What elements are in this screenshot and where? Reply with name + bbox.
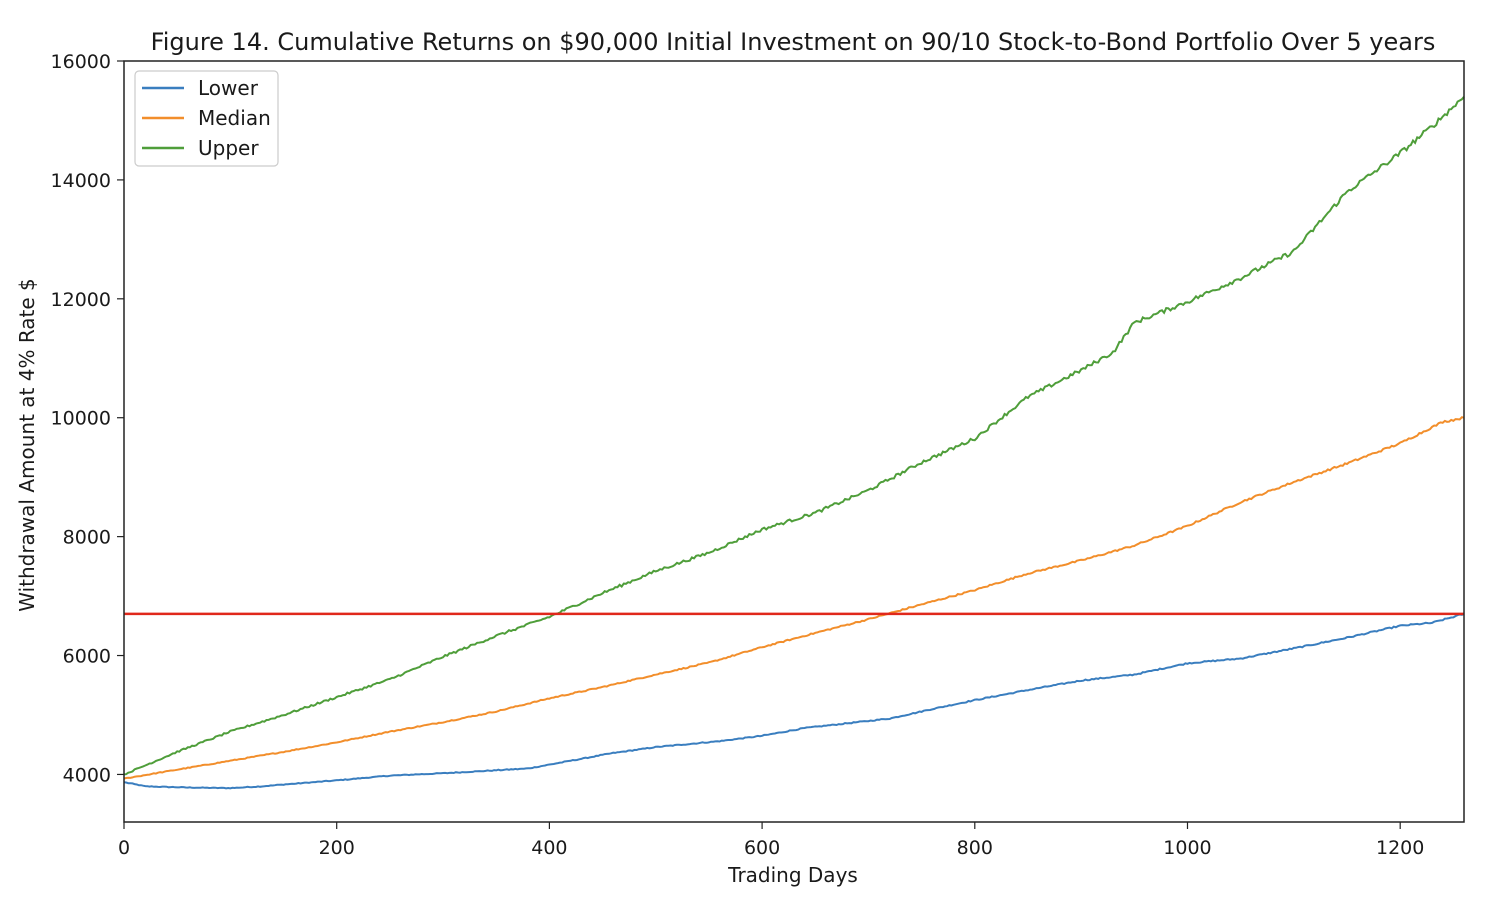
y-tick-label: 4000 [63,764,111,786]
legend: Lower Median Upper [134,70,279,167]
x-tick-label: 800 [957,837,993,859]
x-axis: 0 200 400 600 800 1000 1200 [118,822,1424,859]
y-tick-label: 12000 [51,289,111,311]
series-line-upper [123,96,1465,776]
x-tick-label: 600 [744,837,780,859]
y-tick-label: 16000 [51,51,111,73]
x-tick-label: 0 [118,837,130,859]
x-tick-label: 200 [319,837,355,859]
series-line-lower [123,612,1465,790]
chart-title: Figure 14. Cumulative Returns on $90,000… [151,28,1436,56]
x-tick-label: 1000 [1163,837,1211,859]
x-tick-label: 1200 [1376,837,1424,859]
plot-area [123,96,1465,790]
y-tick-label: 10000 [51,408,111,430]
x-tick-label: 400 [531,837,567,859]
y-tick-label: 6000 [63,646,111,668]
y-tick-label: 14000 [51,170,111,192]
y-axis: 4000 6000 8000 10000 12000 14000 16000 [51,51,124,786]
series-line-median [123,416,1465,780]
legend-label-upper: Upper [198,136,259,160]
legend-label-median: Median [198,106,271,130]
y-tick-label: 8000 [63,527,111,549]
legend-label-lower: Lower [198,76,259,100]
x-axis-label: Trading Days [727,863,858,887]
y-axis-label: Withdrawal Amount at 4% Rate $ [15,278,39,612]
legend-box [134,70,279,167]
plot-frame [123,60,1465,823]
